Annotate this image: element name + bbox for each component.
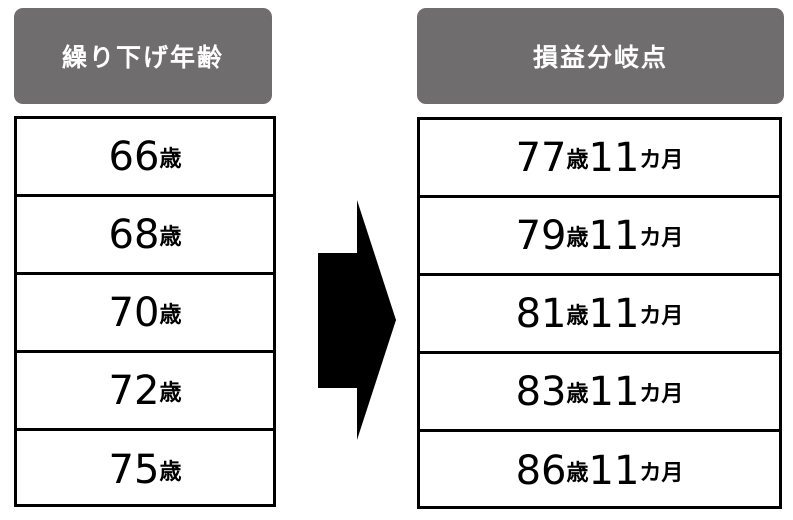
months-unit: カ月 <box>639 225 684 251</box>
months-value: 11 <box>588 212 640 259</box>
age-value: 75 <box>108 447 160 493</box>
arrow-shape <box>318 200 396 440</box>
months-unit: カ月 <box>639 147 684 173</box>
months-unit: カ月 <box>639 381 684 407</box>
table-row: 86 歳 11 カ月 <box>420 432 779 510</box>
age-unit: 歳 <box>566 381 589 407</box>
age-unit: 歳 <box>159 460 182 485</box>
months-value: 11 <box>588 368 640 415</box>
table-row: 75 歳 <box>17 431 273 509</box>
age-value: 66 <box>108 133 160 180</box>
months-unit: カ月 <box>639 461 684 486</box>
age-unit: 歳 <box>566 147 589 173</box>
age-unit: 歳 <box>566 225 589 251</box>
age-unit: 歳 <box>159 380 182 406</box>
table-row: 83 歳 11 カ月 <box>420 354 779 432</box>
age-value: 68 <box>108 211 160 258</box>
table-row: 66 歳 <box>17 119 273 197</box>
right-arrow-icon <box>318 200 396 440</box>
age-value: 83 <box>515 368 567 415</box>
months-value: 11 <box>588 134 640 181</box>
table-row: 68 歳 <box>17 197 273 275</box>
break-even-table: 77 歳 11 カ月 79 歳 11 カ月 81 歳 11 カ月 83 歳 11 カ月 86 歳 11 カ月 <box>417 117 782 509</box>
age-unit: 歳 <box>159 146 182 172</box>
left-header: 繰り下げ年齢 <box>14 8 272 104</box>
right-header: 損益分岐点 <box>417 8 784 104</box>
age-unit: 歳 <box>159 302 182 328</box>
months-unit: カ月 <box>639 303 684 329</box>
table-row: 81 歳 11 カ月 <box>420 276 779 354</box>
age-unit: 歳 <box>566 303 589 329</box>
age-value: 70 <box>108 289 160 336</box>
age-value: 72 <box>108 367 160 414</box>
age-value: 86 <box>515 448 567 494</box>
table-row: 72 歳 <box>17 353 273 431</box>
age-unit: 歳 <box>159 224 182 250</box>
table-row: 70 歳 <box>17 275 273 353</box>
age-unit: 歳 <box>566 461 589 486</box>
table-row: 77 歳 11 カ月 <box>420 120 779 198</box>
table-row: 79 歳 11 カ月 <box>420 198 779 276</box>
age-value: 81 <box>515 290 567 337</box>
months-value: 11 <box>588 290 640 337</box>
deferral-age-table: 66 歳 68 歳 70 歳 72 歳 75 歳 <box>14 116 276 507</box>
age-value: 79 <box>515 212 567 259</box>
age-value: 77 <box>515 134 567 181</box>
months-value: 11 <box>588 448 640 494</box>
